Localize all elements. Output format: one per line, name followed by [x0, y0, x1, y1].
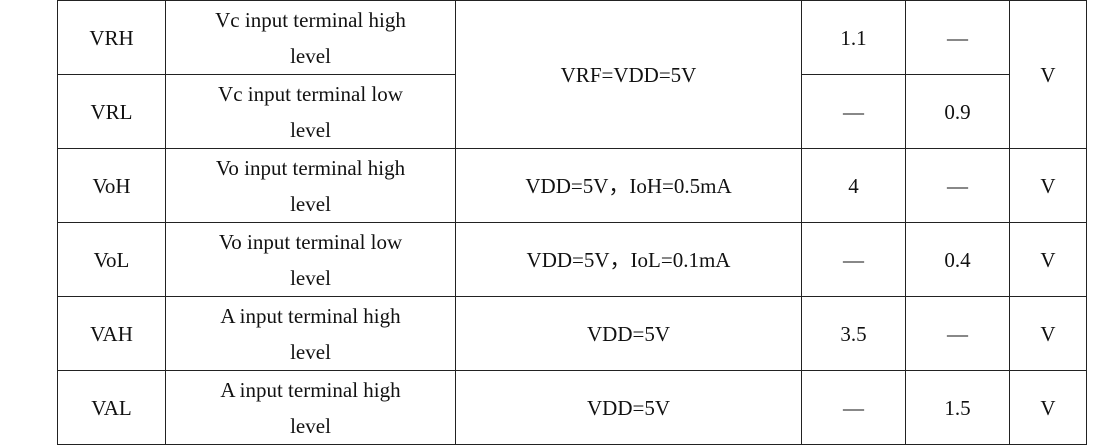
unit: V	[1009, 296, 1087, 371]
param-description-line: level	[290, 43, 331, 68]
param-symbol: VRH	[57, 0, 166, 75]
param-description-line: level	[290, 191, 331, 216]
param-symbol: VoH	[57, 148, 166, 223]
param-description: A input terminal high level	[165, 370, 456, 445]
min-value: —	[801, 370, 906, 445]
unit: V	[1009, 370, 1087, 445]
param-description-line: Vc input terminal high	[215, 7, 406, 32]
param-description: Vc input terminal low level	[165, 74, 456, 149]
unit: V	[1009, 148, 1087, 223]
test-condition: VRF=VDD=5V	[455, 0, 802, 149]
max-value: —	[905, 296, 1010, 371]
table-row: VAL A input terminal high level VDD=5V —…	[57, 370, 1087, 445]
max-value: 1.5	[905, 370, 1010, 445]
min-value: —	[801, 74, 906, 149]
param-symbol: VAL	[57, 370, 166, 445]
param-symbol: VoL	[57, 222, 166, 297]
max-value: 0.9	[905, 74, 1010, 149]
param-description: Vo input terminal high level	[165, 148, 456, 223]
param-description: Vo input terminal low level	[165, 222, 456, 297]
max-value: —	[905, 0, 1010, 75]
param-description-line: A input terminal high	[220, 377, 401, 402]
param-description-line: Vo input terminal high	[215, 155, 406, 180]
test-condition: VDD=5V，IoL=0.1mA	[455, 222, 802, 297]
spec-table: VRH Vc input terminal high level VRF=VDD…	[57, 0, 1087, 445]
table-row: VoH Vo input terminal high level VDD=5V，…	[57, 148, 1087, 223]
test-condition: VDD=5V	[455, 370, 802, 445]
max-value: —	[905, 148, 1010, 223]
unit: V	[1009, 222, 1087, 297]
test-condition: VDD=5V	[455, 296, 802, 371]
param-description-line: level	[290, 265, 331, 290]
table-row: VoL Vo input terminal low level VDD=5V，I…	[57, 222, 1087, 297]
param-description-line: level	[290, 413, 331, 438]
table-row: VAH A input terminal high level VDD=5V 3…	[57, 296, 1087, 371]
unit: V	[1009, 0, 1087, 149]
param-description-line: level	[290, 117, 331, 142]
table-row: VRH Vc input terminal high level VRF=VDD…	[57, 0, 1087, 149]
min-value: —	[801, 222, 906, 297]
min-value: 1.1	[801, 0, 906, 75]
test-condition: VDD=5V，IoH=0.5mA	[455, 148, 802, 223]
param-description-line: Vo input terminal low	[218, 229, 403, 254]
min-value: 4	[801, 148, 906, 223]
param-description-line: level	[290, 339, 331, 364]
table-row: VRL Vc input terminal low level — 0.9	[57, 74, 1087, 149]
param-description: Vc input terminal high level	[165, 0, 456, 75]
param-symbol: VAH	[57, 296, 166, 371]
param-description-line: A input terminal high	[220, 303, 401, 328]
min-value: 3.5	[801, 296, 906, 371]
param-symbol: VRL	[57, 74, 166, 149]
max-value: 0.4	[905, 222, 1010, 297]
param-description-line: Vc input terminal low	[218, 81, 403, 106]
param-description: A input terminal high level	[165, 296, 456, 371]
